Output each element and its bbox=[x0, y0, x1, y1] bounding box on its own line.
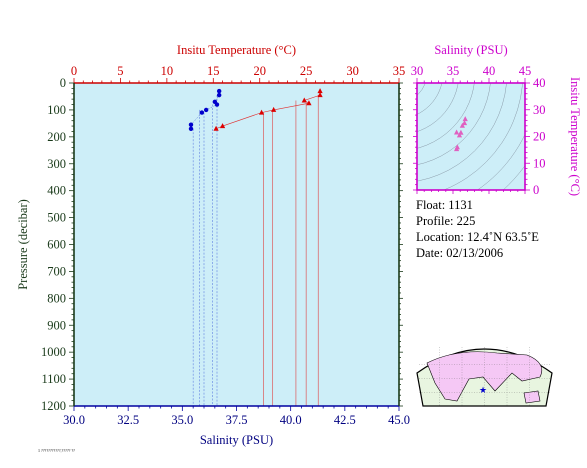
left-tick-label: 200 bbox=[47, 130, 66, 144]
ts-right-tick-label: 40 bbox=[533, 76, 546, 90]
bottom-tick-label: 42.5 bbox=[334, 413, 356, 427]
salinity-point bbox=[188, 126, 194, 131]
ts-plot-area bbox=[417, 83, 525, 190]
top-tick-label: 15 bbox=[207, 64, 220, 78]
locator-map bbox=[416, 347, 553, 407]
temperature-profile-line bbox=[215, 91, 321, 130]
temperature-point bbox=[317, 88, 323, 94]
profile-info: Float: 1131 Profile: 225 Location: 12.4˚… bbox=[416, 197, 539, 261]
ts-right-tick-label: 30 bbox=[533, 103, 546, 117]
ts-right-tick-label: 10 bbox=[533, 156, 546, 170]
top-tick-label: 20 bbox=[253, 64, 266, 78]
top-tick-label: 10 bbox=[161, 64, 174, 78]
temperature-point bbox=[306, 100, 312, 106]
top-tick-label: 30 bbox=[346, 64, 359, 78]
map-land bbox=[426, 351, 543, 402]
ts-top-tick-label: 30 bbox=[411, 64, 424, 78]
top-tick-label: 5 bbox=[117, 64, 123, 78]
left-tick-label: 500 bbox=[47, 211, 66, 225]
ts-point bbox=[459, 122, 465, 128]
salinity-point bbox=[188, 122, 194, 127]
temperature-point bbox=[219, 123, 226, 129]
salinity-point bbox=[214, 102, 220, 107]
ts-right-axis-title: Insitu Temperature (°C) bbox=[568, 77, 582, 196]
top-tick-label: 35 bbox=[393, 64, 406, 78]
bottom-tick-label: 32.5 bbox=[117, 413, 139, 427]
salinity-point bbox=[203, 107, 209, 113]
left-tick-label: 100 bbox=[47, 103, 66, 117]
salinity-profile-line bbox=[190, 91, 220, 129]
temperature-point bbox=[213, 125, 219, 131]
bottom-axis-title: Salinity (PSU) bbox=[200, 433, 273, 447]
temperature-point bbox=[301, 97, 307, 103]
date-label: Date: 02/13/2006 bbox=[416, 246, 504, 260]
ts-top-tick-label: 35 bbox=[447, 64, 460, 78]
ts-point bbox=[454, 129, 460, 135]
left-tick-label: 1000 bbox=[41, 345, 66, 359]
left-tick-label: 1200 bbox=[41, 399, 66, 413]
float-location-star: ★ bbox=[479, 385, 487, 395]
ts-right-tick-label: 20 bbox=[533, 130, 546, 144]
left-tick-label: 800 bbox=[47, 291, 66, 305]
bottom-tick-label: 45.0 bbox=[388, 413, 410, 427]
top-tick-label: 0 bbox=[71, 64, 77, 78]
top-axis-title: Insitu Temperature (°C) bbox=[177, 43, 296, 57]
left-axis-title: Pressure (decibar) bbox=[16, 199, 30, 290]
salinity-point bbox=[216, 88, 222, 94]
temperature-point bbox=[271, 106, 277, 112]
left-tick-label: 300 bbox=[47, 157, 66, 171]
location-label: Location: 12.4˚N 63.5˚E bbox=[416, 230, 539, 244]
left-tick-label: 0 bbox=[60, 76, 66, 90]
main-plot-area bbox=[74, 83, 399, 406]
profile-label: Profile: 225 bbox=[416, 214, 476, 228]
bottom-tick-label: 37.5 bbox=[226, 413, 248, 427]
ts-top-tick-label: 40 bbox=[483, 64, 496, 78]
ts-point bbox=[461, 120, 468, 126]
bottom-tick-label: 30.0 bbox=[63, 413, 85, 427]
ts-point bbox=[454, 146, 460, 152]
salinity-point bbox=[216, 92, 222, 98]
footer-note: 1 ???????????,????? ?? bbox=[38, 448, 75, 454]
left-tick-label: 400 bbox=[47, 184, 66, 198]
bottom-tick-label: 35.0 bbox=[171, 413, 193, 427]
bottom-tick-label: 40.0 bbox=[280, 413, 302, 427]
ts-top-axis-title: Salinity (PSU) bbox=[434, 43, 507, 57]
ts-point bbox=[456, 132, 463, 138]
temperature-point bbox=[258, 109, 265, 115]
salinity-point bbox=[199, 110, 205, 115]
temperature-point bbox=[317, 92, 323, 98]
left-tick-label: 900 bbox=[47, 318, 66, 332]
float-label: Float: 1131 bbox=[416, 198, 473, 212]
left-tick-label: 700 bbox=[47, 264, 66, 278]
ts-right-tick-label: 0 bbox=[533, 183, 539, 197]
left-tick-label: 600 bbox=[47, 238, 66, 252]
ts-top-tick-label: 45 bbox=[519, 64, 532, 78]
top-tick-label: 25 bbox=[300, 64, 313, 78]
left-tick-label: 1100 bbox=[41, 372, 66, 386]
ts-point bbox=[462, 116, 468, 122]
map-land-australia bbox=[523, 390, 541, 404]
